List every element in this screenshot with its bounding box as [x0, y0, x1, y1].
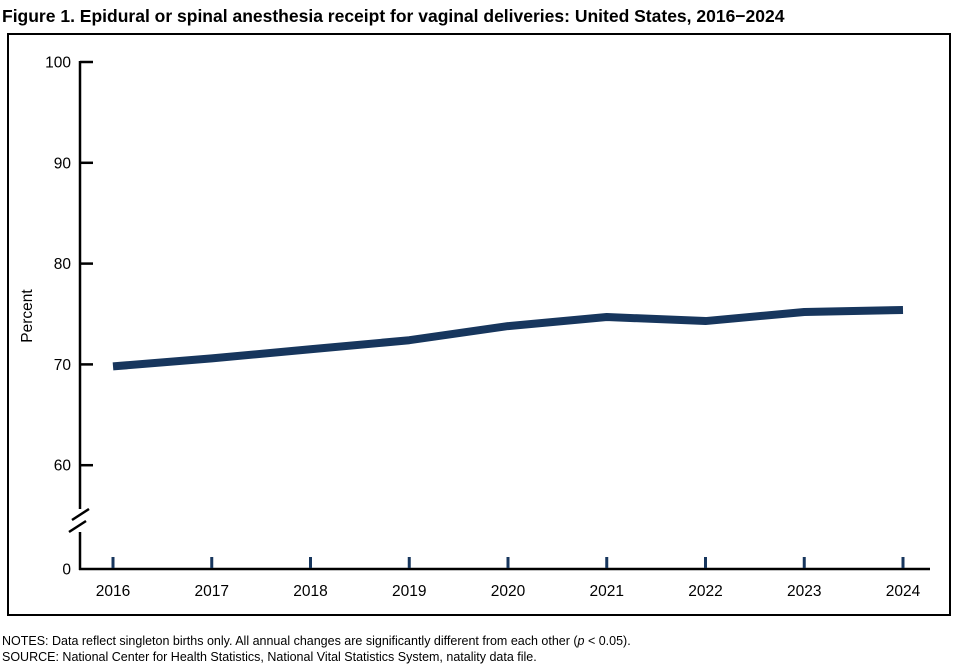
- y-tick-label: 60: [54, 458, 72, 475]
- y-tick-label: 70: [54, 357, 72, 374]
- x-tick-label: 2020: [491, 583, 526, 600]
- x-tick-label: 2021: [590, 583, 624, 600]
- axis-break-slash-lower: [68, 519, 87, 534]
- data-series-line: [112, 305, 904, 371]
- x-tick-label: 2016: [96, 583, 130, 600]
- chart-frame: 100 90 80 70 60 0 2016 2017 2018 2019 2020 2021 202…: [7, 33, 951, 616]
- x-axis-ticks: 2016 2017 2018 2019 2020 2021 2022 2023 2024: [96, 557, 921, 600]
- notes-text-italic-p: p: [577, 634, 585, 648]
- y-axis-title: Percent: [19, 289, 36, 343]
- x-tick-label: 2017: [195, 583, 229, 600]
- source-line: SOURCE: National Center for Health Stati…: [2, 650, 537, 664]
- notes-line: NOTES: Data reflect singleton births onl…: [2, 633, 631, 649]
- figure-title: Figure 1. Epidural or spinal anesthesia …: [2, 6, 785, 26]
- y-tick-label: 90: [54, 155, 72, 172]
- y-tick-label: 80: [54, 256, 72, 273]
- x-tick-label: 2024: [886, 583, 921, 600]
- x-tick-label: 2019: [392, 583, 426, 600]
- line-chart: 100 90 80 70 60 0 2016 2017 2018 2019 2020 2021 202…: [19, 55, 930, 600]
- notes-text-prefix: NOTES: Data reflect singleton births onl…: [2, 634, 578, 648]
- y-tick-label: 100: [45, 55, 71, 72]
- y-axis-ticks: 100 90 80 70 60 0: [45, 55, 93, 579]
- axis-break-slash-upper: [71, 507, 90, 522]
- footnotes: NOTES: Data reflect singleton births onl…: [2, 633, 631, 665]
- notes-text-suffix: < 0.05).: [584, 634, 631, 648]
- x-tick-label: 2018: [293, 583, 327, 600]
- x-tick-label: 2022: [688, 583, 722, 600]
- x-tick-label: 2023: [787, 583, 821, 600]
- y-tick-label: 0: [62, 562, 71, 579]
